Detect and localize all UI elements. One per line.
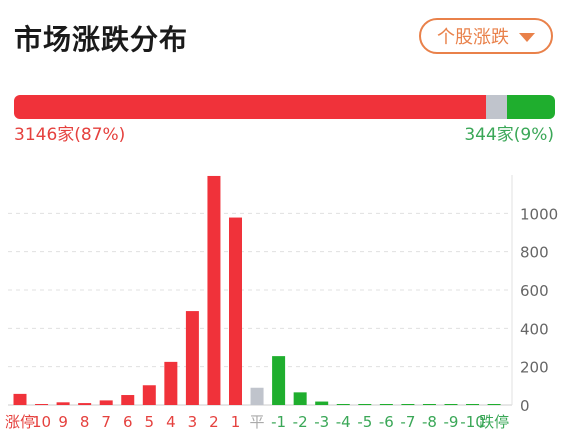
x-tick-label: 10 <box>32 413 51 431</box>
x-tick-label: 2 <box>209 413 219 431</box>
y-tick-label: 1000 <box>520 205 558 223</box>
bar <box>185 311 199 405</box>
page-title: 市场涨跌分布 <box>14 23 189 56</box>
bar <box>56 402 70 405</box>
x-tick-label: 9 <box>58 413 68 431</box>
bar <box>379 404 393 405</box>
x-tick-label: 3 <box>188 413 198 431</box>
x-tick-label: 8 <box>80 413 90 431</box>
x-tick-label: 7 <box>101 413 111 431</box>
caret-down-icon <box>519 32 535 42</box>
x-tick-label: -5 <box>357 413 372 431</box>
bar <box>272 356 286 405</box>
x-tick-label: -2 <box>293 413 308 431</box>
y-tick-label: 800 <box>520 244 549 262</box>
up-down-ratio-bar <box>14 95 555 119</box>
ratio-bar-down-segment <box>506 95 555 119</box>
x-tick-label: -3 <box>314 413 329 431</box>
bar <box>444 404 458 405</box>
bar <box>293 392 307 405</box>
x-tick-label: -6 <box>379 413 394 431</box>
x-tick-label: -7 <box>400 413 415 431</box>
x-tick-label: 4 <box>166 413 176 431</box>
dropdown-label: 个股涨跌 <box>437 27 509 48</box>
y-tick-label: 0 <box>520 397 530 415</box>
bar <box>99 400 113 405</box>
x-tick-label: -9 <box>444 413 459 431</box>
up-count-label: 3146家(87%) <box>14 125 126 145</box>
x-tick-label: 涨停 <box>5 413 35 431</box>
bar <box>401 404 415 405</box>
bar <box>35 404 49 405</box>
bar <box>422 404 436 405</box>
x-tick-label: -4 <box>336 413 351 431</box>
bar <box>250 387 264 405</box>
x-tick-label: -10 <box>460 413 485 431</box>
ratio-bar-flat-segment <box>486 95 507 119</box>
stock-type-dropdown[interactable]: 个股涨跌 <box>419 18 553 54</box>
bar <box>121 395 135 405</box>
bar <box>229 217 242 405</box>
bar <box>164 361 178 405</box>
ratio-bar-up-segment <box>14 95 487 119</box>
bar <box>336 404 350 405</box>
bar <box>487 404 501 405</box>
x-tick-label: -1 <box>271 413 286 431</box>
x-tick-label: -8 <box>422 413 437 431</box>
x-tick-label: 6 <box>123 413 133 431</box>
bar <box>315 401 329 405</box>
bar <box>142 385 156 405</box>
bar <box>78 403 92 405</box>
x-tick-label: 跌停 <box>479 413 509 431</box>
x-tick-label: 5 <box>145 413 155 431</box>
down-count-label: 344家(9%) <box>464 125 554 145</box>
y-tick-label: 600 <box>520 282 549 300</box>
x-tick-label: 平 <box>250 413 265 431</box>
bar <box>466 404 480 405</box>
x-tick-label: 1 <box>231 413 241 431</box>
bar <box>13 393 27 405</box>
bar <box>358 404 372 405</box>
y-tick-label: 400 <box>520 320 549 338</box>
y-tick-label: 200 <box>520 359 549 377</box>
bar <box>207 175 221 405</box>
